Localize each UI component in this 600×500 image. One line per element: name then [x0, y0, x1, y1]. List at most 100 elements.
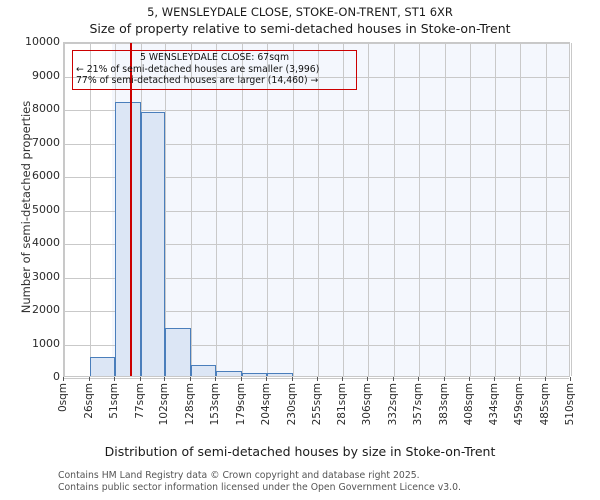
- footer-line-2: Contains public sector information licen…: [58, 481, 461, 493]
- page-title: 5, WENSLEYDALE CLOSE, STOKE-ON-TRENT, ST…: [147, 5, 453, 19]
- gridline-horizontal: [64, 210, 569, 212]
- y-tick-label: 5000: [32, 202, 60, 216]
- gridline-vertical: [546, 43, 548, 376]
- annotation-line-3: 77% of semi-detached houses are larger (…: [76, 75, 319, 87]
- x-axis: 0sqm 26sqm 51sqm 77sqm 102sqm 128sqm 153sqm 179…: [0, 377, 600, 447]
- property-marker-line: [129, 43, 132, 376]
- x-tick-mark: [291, 377, 293, 381]
- x-tick-mark: [519, 377, 521, 381]
- x-tick-label: 204sqm: [259, 383, 272, 426]
- annotation-line-2: ← 21% of semi-detached houses are smalle…: [76, 63, 320, 75]
- x-tick-label: 179sqm: [234, 383, 247, 426]
- footer-attribution: Contains HM Land Registry data © Crown c…: [58, 470, 461, 493]
- gridline-vertical: [418, 43, 420, 376]
- x-tick-label: 332sqm: [387, 383, 400, 426]
- y-tick-label: 2000: [32, 303, 60, 316]
- histogram-bar: [114, 101, 141, 376]
- gridline-horizontal: [64, 143, 569, 145]
- x-tick-label: 26sqm: [82, 383, 95, 419]
- x-tick-mark: [417, 377, 419, 381]
- x-tick-label: 357sqm: [411, 383, 424, 426]
- x-tick-mark: [215, 377, 217, 381]
- x-axis-title: Distribution of semi-detached houses by …: [104, 444, 496, 459]
- y-tick-label: 1000: [32, 336, 60, 350]
- plot-left-blank: [64, 43, 113, 376]
- x-tick-label: 306sqm: [361, 383, 374, 426]
- gridline-vertical: [266, 43, 268, 376]
- gridline-vertical: [444, 43, 446, 376]
- x-tick-mark: [164, 377, 166, 381]
- x-tick-label: 102sqm: [158, 383, 171, 426]
- y-tick-label: 8000: [32, 102, 60, 115]
- x-tick-mark: [265, 377, 267, 381]
- annotation-line-1: 5 WENSLEYDALE CLOSE: 67sqm: [139, 52, 290, 63]
- gridline-horizontal: [64, 43, 569, 44]
- x-tick-label: 281sqm: [336, 383, 349, 426]
- gridline-horizontal: [64, 244, 569, 245]
- gridline-vertical: [343, 43, 345, 376]
- x-tick-mark: [342, 377, 344, 381]
- x-tick-label: 510sqm: [564, 383, 576, 426]
- gridline-vertical: [241, 43, 243, 376]
- x-tick-label: 51sqm: [107, 383, 120, 419]
- x-tick-mark: [367, 377, 369, 381]
- gridline-horizontal: [64, 311, 569, 312]
- y-tick-label: 3000: [32, 269, 60, 283]
- chart-titles: 5, WENSLEYDALE CLOSE, STOKE-ON-TRENT, ST…: [0, 0, 600, 38]
- x-tick-mark: [240, 377, 242, 381]
- x-tick-label: 77sqm: [133, 383, 146, 419]
- gridline-vertical: [368, 43, 370, 376]
- x-tick-mark: [468, 377, 470, 381]
- x-tick-label: 485sqm: [539, 383, 552, 426]
- x-tick-mark: [63, 377, 64, 381]
- y-tick-label: 10000: [25, 35, 60, 48]
- x-tick-mark: [443, 377, 445, 381]
- x-tick-mark: [139, 377, 141, 381]
- x-tick-mark: [393, 377, 395, 381]
- x-tick-mark: [190, 377, 192, 381]
- y-tick-label: 7000: [32, 135, 60, 149]
- x-tick-label: 408sqm: [462, 383, 475, 426]
- x-tick-label: 0sqm: [57, 383, 69, 413]
- x-tick-label: 128sqm: [184, 383, 197, 426]
- histogram-bar: [191, 364, 217, 376]
- page-subtitle: Size of property relative to semi-detach…: [89, 21, 511, 36]
- histogram-bar: [266, 373, 293, 376]
- gridline-horizontal: [64, 110, 569, 111]
- histogram-bar: [89, 356, 115, 376]
- histogram-bar: [241, 372, 267, 376]
- x-tick-label: 383sqm: [437, 383, 450, 426]
- gridline-vertical: [520, 43, 522, 376]
- gridline-vertical: [165, 43, 167, 376]
- gridline-vertical: [469, 43, 471, 376]
- x-tick-label: 230sqm: [285, 383, 298, 426]
- y-axis: Number of semi-detached properties 0 1000…: [0, 0, 60, 420]
- gridline-vertical: [216, 43, 218, 376]
- histogram-bar: [216, 370, 242, 376]
- footer-line-1: Contains HM Land Registry data © Crown c…: [58, 470, 420, 481]
- x-tick-mark: [113, 377, 115, 381]
- gridline-vertical: [191, 43, 193, 376]
- y-tick-label: 6000: [32, 169, 60, 182]
- y-tick-label: 9000: [32, 68, 60, 82]
- gridline-vertical: [495, 43, 497, 376]
- gridline-vertical: [89, 43, 91, 376]
- x-tick-label: 434sqm: [488, 383, 501, 426]
- gridline-vertical: [571, 43, 572, 376]
- y-tick-label: 0: [53, 370, 60, 383]
- histogram-bar: [165, 328, 192, 376]
- x-tick-label: 459sqm: [513, 383, 526, 426]
- x-tick-mark: [545, 377, 547, 381]
- gridline-horizontal: [64, 344, 569, 346]
- gridline-horizontal: [64, 177, 569, 178]
- y-tick-label: 4000: [32, 236, 60, 249]
- gridline-horizontal: [64, 277, 569, 279]
- x-tick-mark: [88, 377, 90, 381]
- x-tick-mark: [570, 377, 571, 381]
- gridline-vertical: [292, 43, 294, 376]
- gridline-vertical: [394, 43, 396, 376]
- plot-area: 5 WENSLEYDALE CLOSE: 67sqm ← 21% of semi…: [63, 42, 572, 379]
- x-tick-label: 255sqm: [310, 383, 323, 426]
- x-tick-mark: [494, 377, 496, 381]
- gridline-vertical: [64, 43, 65, 376]
